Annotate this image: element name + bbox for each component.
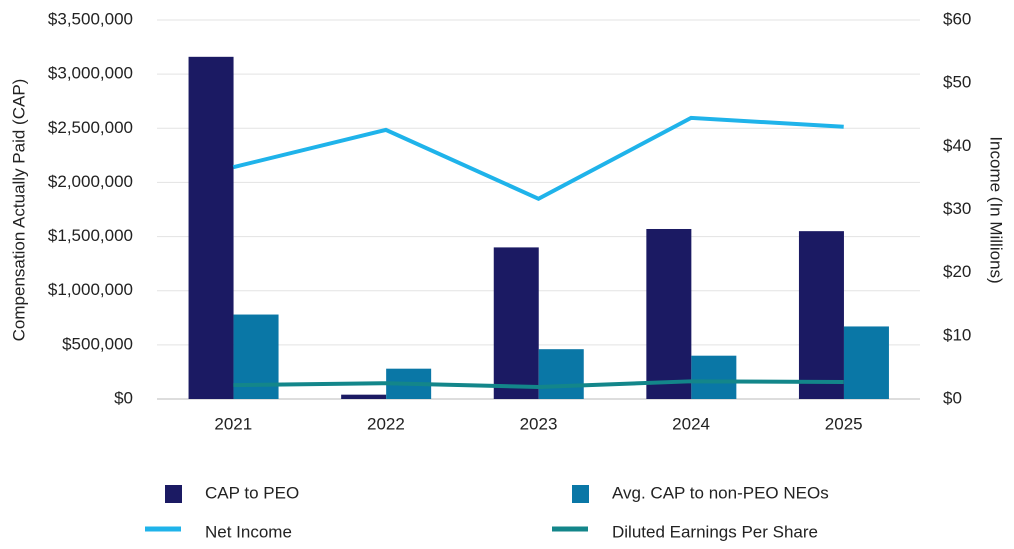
- y-tick-label: $2,000,000: [48, 172, 133, 191]
- legend-label: Avg. CAP to non-PEO NEOs: [612, 483, 829, 502]
- line: [232, 115, 844, 201]
- bar: [188, 56, 234, 400]
- y-axis-label: Compensation Actually Paid (CAP): [9, 79, 28, 342]
- y2-tick-label: $10: [943, 325, 971, 344]
- bar: [646, 228, 692, 399]
- y2-tick-label: $30: [943, 199, 971, 218]
- bar: [691, 355, 737, 399]
- y-tick-label: $500,000: [62, 334, 133, 353]
- y2-tick-label: $20: [943, 262, 971, 281]
- legend-swatch: [165, 485, 182, 503]
- legend-label: CAP to PEO: [205, 483, 299, 502]
- x-tick-label: 2024: [672, 414, 710, 433]
- legend-label: Net Income: [205, 522, 292, 541]
- bar: [538, 349, 584, 399]
- y2-axis-label: Income (In Millions): [987, 136, 1006, 283]
- y-tick-label: $3,000,000: [48, 64, 133, 83]
- y-tick-label: $3,500,000: [48, 9, 133, 28]
- y2-tick-label: $40: [943, 136, 971, 155]
- x-tick-label: 2025: [825, 414, 863, 433]
- bar: [341, 394, 387, 399]
- y2-tick-label: $50: [943, 73, 971, 92]
- y2-tick-label: $60: [943, 9, 971, 28]
- y-tick-label: $2,500,000: [48, 118, 133, 137]
- y2-tick-label: $0: [943, 388, 962, 407]
- y-tick-label: $1,000,000: [48, 280, 133, 299]
- bar: [493, 247, 539, 399]
- x-tick-label: 2021: [214, 414, 252, 433]
- bar: [798, 231, 844, 399]
- x-tick-label: 2023: [520, 414, 558, 433]
- bar: [843, 326, 889, 399]
- line: [233, 379, 844, 389]
- y-tick-label: $0: [114, 388, 133, 407]
- y-tick-label: $1,500,000: [48, 226, 133, 245]
- legend-label: Diluted Earnings Per Share: [612, 522, 818, 541]
- legend-swatch: [572, 485, 589, 503]
- x-tick-label: 2022: [367, 414, 405, 433]
